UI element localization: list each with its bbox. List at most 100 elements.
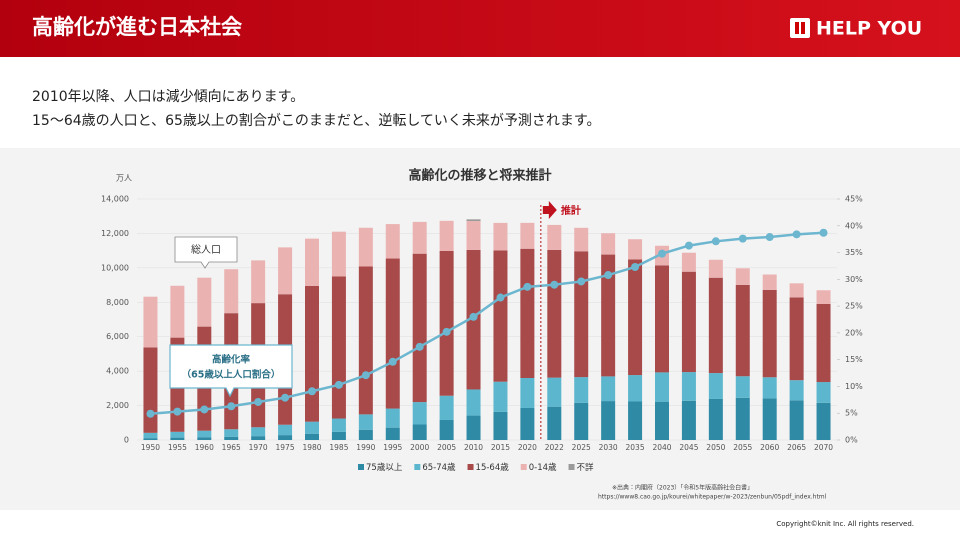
bar-segment <box>493 381 508 412</box>
rate-point <box>765 233 774 242</box>
bar-segment <box>762 377 777 399</box>
x-tick-label: 2005 <box>437 443 456 452</box>
y2-tick-label: 40% <box>845 221 863 230</box>
rate-point <box>227 402 236 411</box>
bar-segment <box>816 402 831 440</box>
x-tick-label: 1980 <box>302 443 321 452</box>
bar-segment <box>143 432 158 439</box>
bar-segment <box>601 401 616 440</box>
logo-text: HELP YOU <box>816 18 922 40</box>
bar-segment <box>681 252 696 272</box>
bar-segment <box>466 389 481 416</box>
x-tick-label: 2015 <box>491 443 510 452</box>
rate-point <box>388 357 397 366</box>
bar-segment <box>762 398 777 440</box>
x-tick-label: 1990 <box>356 443 375 452</box>
rate-point <box>442 327 451 336</box>
legend-swatch <box>568 464 575 470</box>
bar-segment <box>735 284 750 377</box>
legend-label: 75歳以上 <box>366 462 403 473</box>
rate-point <box>146 409 155 418</box>
bar-segment <box>278 424 293 436</box>
bar-segment <box>385 258 400 409</box>
y-tick-label: 4,000 <box>106 367 129 376</box>
bar-segment <box>143 296 158 348</box>
copyright: Copyright©knit Inc. All rights reserved. <box>776 520 914 528</box>
bar-segment <box>331 276 346 419</box>
bar-segment <box>439 250 454 396</box>
bar-segment <box>466 221 481 250</box>
logo: HELP YOU <box>790 18 922 40</box>
callout-total <box>174 236 238 269</box>
chart-title: 高齢化の推移と将来推計 <box>408 168 551 184</box>
x-tick-label: 2022 <box>545 443 564 452</box>
bar-segment <box>493 250 508 382</box>
header-title: 高齢化が進む日本社会 <box>32 15 243 39</box>
bar-segment <box>735 376 750 398</box>
rate-point <box>792 230 801 239</box>
legend-swatch <box>520 464 527 470</box>
bar-segment <box>655 372 669 402</box>
bar-segment <box>439 395 454 420</box>
y2-tick-label: 45% <box>845 195 863 204</box>
x-tick-label: 1970 <box>249 443 268 452</box>
bar-segment <box>143 347 158 433</box>
bar-segment <box>520 222 535 249</box>
bar-segment <box>628 259 643 376</box>
bar-segment <box>574 251 589 378</box>
bar-segment <box>331 431 346 440</box>
bar-segment <box>385 408 400 428</box>
rate-point <box>496 293 505 302</box>
bar-segment <box>412 221 427 254</box>
projection-arrow <box>542 201 557 219</box>
rate-point <box>631 263 640 272</box>
bar-segment <box>708 259 723 278</box>
bar-segment <box>708 277 723 374</box>
y-tick-label: 12,000 <box>101 229 129 238</box>
bar-segment <box>251 427 266 437</box>
bar-segment <box>412 402 427 425</box>
y2-tick-label: 35% <box>845 248 863 257</box>
x-tick-label: 2035 <box>626 443 645 452</box>
bar-segment <box>305 421 319 434</box>
bar-segment <box>251 436 266 440</box>
y-tick-label: 8,000 <box>106 298 129 307</box>
bar-segment <box>655 401 669 440</box>
bar-segment <box>681 400 696 440</box>
bar-segment <box>628 239 643 260</box>
y-unit: 万人 <box>116 174 132 183</box>
bar-segment <box>574 377 589 403</box>
bar-segment <box>305 238 319 286</box>
bar-segment <box>439 419 454 440</box>
rate-point <box>711 237 720 246</box>
bar-segment <box>762 274 777 290</box>
bar-segment <box>681 372 696 401</box>
bar-segment <box>547 249 562 378</box>
logo-icon <box>790 18 810 38</box>
bar-segment <box>762 289 777 378</box>
y-tick-label: 14,000 <box>101 195 129 204</box>
logo-icon-stroke <box>795 22 799 34</box>
bar-segment <box>143 438 158 440</box>
rate-point <box>281 393 290 402</box>
source-url: https://www8.cao.go.jp/kourei/whitepaper… <box>598 494 827 501</box>
x-tick-label: 2060 <box>760 443 779 452</box>
chart: 0 2,000 4,000 6,000 8,000 10,000 12,000 14,000 0… <box>101 195 863 474</box>
bar-segment <box>493 411 508 440</box>
bar-segment <box>816 290 831 304</box>
legend-label: 65-74歳 <box>422 462 456 473</box>
rate-point <box>173 407 182 416</box>
rate-point <box>361 371 370 380</box>
bar-segment <box>197 277 212 327</box>
bar-segment <box>224 436 239 440</box>
y2-tick-label: 5% <box>845 409 858 418</box>
bar-segment <box>493 222 508 251</box>
bar-segment <box>601 376 616 402</box>
bar-segment <box>628 375 643 402</box>
callout-total-label: 総人口 <box>191 243 221 256</box>
callout-rate <box>169 344 293 398</box>
bar-segment <box>547 406 562 440</box>
bar-segment <box>789 380 804 401</box>
y2-tick-label: 25% <box>845 302 863 311</box>
